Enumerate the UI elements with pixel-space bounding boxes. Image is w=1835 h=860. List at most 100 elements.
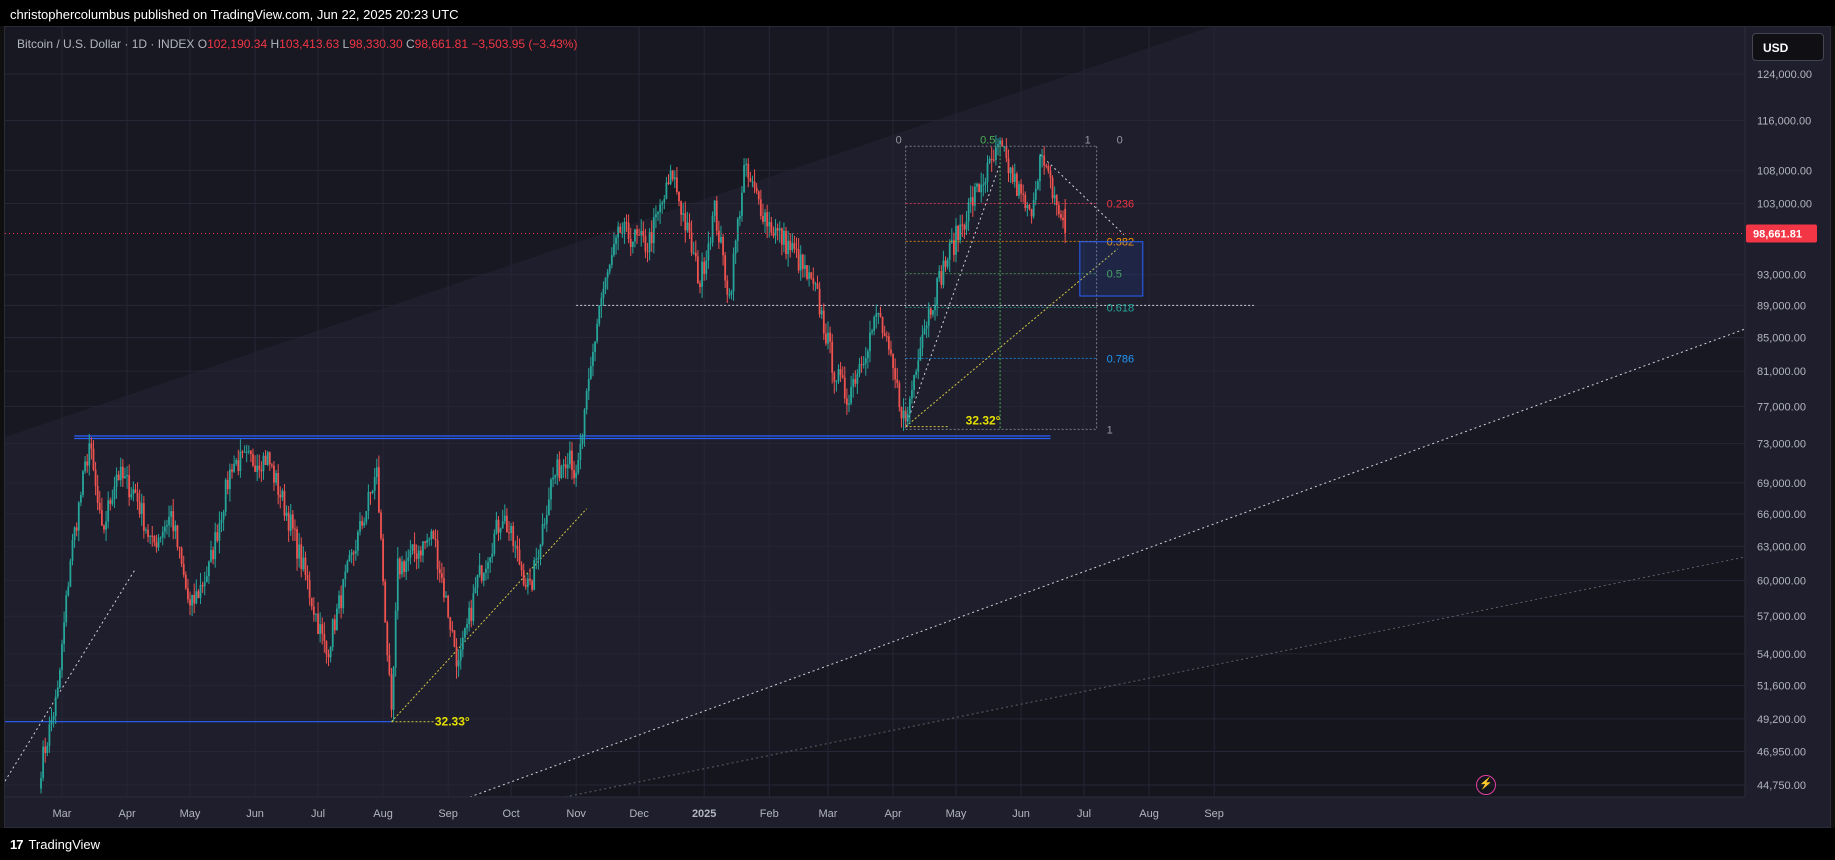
- candle-body: [52, 715, 55, 720]
- candle-body: [634, 229, 636, 242]
- candle-body: [472, 593, 475, 621]
- candle-body: [913, 374, 915, 391]
- trend-line: [905, 163, 1001, 427]
- candle-body: [170, 511, 173, 517]
- candle-body: [579, 444, 582, 461]
- candle-body: [220, 519, 223, 524]
- candle-body: [585, 391, 588, 410]
- candle-body: [401, 561, 403, 575]
- candle-body: [986, 162, 989, 182]
- candle-body: [174, 525, 177, 532]
- candle-body: [90, 443, 93, 449]
- candle-body: [678, 191, 680, 202]
- tradingview-logo[interactable]: 17 TradingView: [10, 837, 101, 852]
- candle-body: [338, 595, 340, 609]
- candle-body: [317, 613, 319, 635]
- candle-body: [759, 199, 762, 216]
- candle-body: [214, 532, 217, 560]
- price-tick-label: 124,000.00: [1757, 69, 1812, 81]
- chart-frame[interactable]: 0.236 0.382 0.5 0.618 0.786 1 0 0.5 1 0 32.33° 32.3…: [4, 26, 1831, 828]
- candle-body: [474, 587, 477, 594]
- currency-button[interactable]: USD: [1752, 33, 1824, 61]
- candle-body: [675, 177, 678, 192]
- tradingview-logo-icon: 17: [10, 837, 24, 852]
- price-tick-label: 73,000.00: [1757, 439, 1806, 451]
- candle-body: [778, 228, 781, 231]
- candle-body: [105, 521, 107, 530]
- candle-body: [443, 578, 445, 598]
- candle-body: [455, 646, 458, 667]
- candle-body: [168, 516, 170, 526]
- candle-body: [197, 591, 200, 598]
- candle-body: [1020, 184, 1022, 194]
- candle-body: [833, 372, 836, 382]
- time-tick-label: 2025: [692, 808, 716, 820]
- price-tick-label: 49,200.00: [1757, 714, 1806, 726]
- candle-body: [699, 283, 701, 287]
- candle-body: [151, 535, 154, 537]
- candle-body: [556, 459, 559, 476]
- candle-body: [552, 477, 554, 480]
- candle-body: [1041, 155, 1043, 157]
- candle-body: [738, 215, 741, 219]
- high-value: 103,413.63: [279, 37, 340, 51]
- candle-body: [808, 272, 811, 279]
- candle-body: [755, 187, 758, 192]
- candle-body: [827, 332, 829, 344]
- candle-body: [734, 240, 737, 254]
- time-tick-label: Mar: [53, 808, 72, 820]
- candle-body: [732, 253, 735, 292]
- last-price-label: 98,661.81: [1753, 228, 1802, 240]
- candle-body: [757, 191, 760, 200]
- candle-body: [969, 197, 972, 203]
- price-chart[interactable]: 0.236 0.382 0.5 0.618 0.786 1 0 0.5 1 0 32.33° 32.3…: [5, 27, 1831, 828]
- candle-body: [333, 619, 336, 631]
- flash-icon[interactable]: ⚡: [1476, 775, 1496, 795]
- candle-body: [256, 465, 259, 472]
- candle-body: [652, 217, 655, 244]
- candle-body: [520, 564, 523, 571]
- candle-body: [411, 544, 414, 551]
- time-tick-label: Jun: [1012, 808, 1030, 820]
- candle-body: [73, 527, 76, 540]
- candle-body: [489, 557, 492, 563]
- candle-body: [241, 451, 244, 453]
- candle-body: [354, 550, 357, 554]
- candle-body: [961, 224, 964, 226]
- candle-body: [791, 243, 794, 251]
- time-tick-label: Jul: [311, 808, 325, 820]
- time-tick-label: Oct: [503, 808, 520, 820]
- candle-body: [860, 364, 863, 366]
- time-tick-label: Apr: [884, 808, 901, 820]
- time-tick-label: May: [180, 808, 201, 820]
- candle-body: [1062, 217, 1064, 221]
- target-zone-box: [1079, 241, 1144, 297]
- candle-body: [159, 537, 162, 539]
- candle-body: [619, 226, 622, 233]
- candle-body: [566, 464, 569, 469]
- candle-body: [560, 465, 563, 479]
- candle-body: [176, 525, 179, 548]
- candle-body: [862, 363, 865, 365]
- candle-body: [841, 375, 844, 378]
- candle-body: [816, 283, 819, 289]
- candle-body: [302, 557, 305, 570]
- candle-body: [568, 450, 571, 465]
- candle-body: [482, 572, 485, 581]
- candle-body: [1045, 165, 1048, 167]
- candle-body: [692, 252, 695, 254]
- candle-body: [132, 489, 135, 495]
- price-tick-label: 93,000.00: [1757, 270, 1806, 282]
- candle-body: [470, 607, 473, 621]
- candle-body: [726, 280, 729, 295]
- candle-body: [222, 511, 225, 520]
- candle-body: [992, 159, 995, 161]
- fib-top-label: 0.5: [980, 134, 995, 146]
- candle-body: [1015, 173, 1018, 196]
- candle-body: [615, 237, 617, 245]
- candle-body: [950, 240, 953, 243]
- candle-body: [749, 178, 752, 182]
- candle-body: [115, 474, 118, 487]
- price-tick-label: 46,950.00: [1757, 747, 1806, 759]
- candle-body: [898, 383, 901, 408]
